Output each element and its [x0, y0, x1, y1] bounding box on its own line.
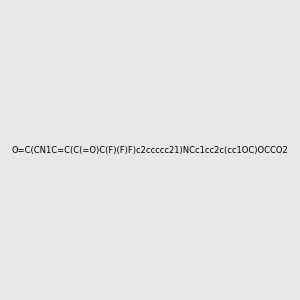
Text: O=C(CN1C=C(C(=O)C(F)(F)F)c2ccccc21)NCc1cc2c(cc1OC)OCCO2: O=C(CN1C=C(C(=O)C(F)(F)F)c2ccccc21)NCc1c… [12, 146, 288, 154]
